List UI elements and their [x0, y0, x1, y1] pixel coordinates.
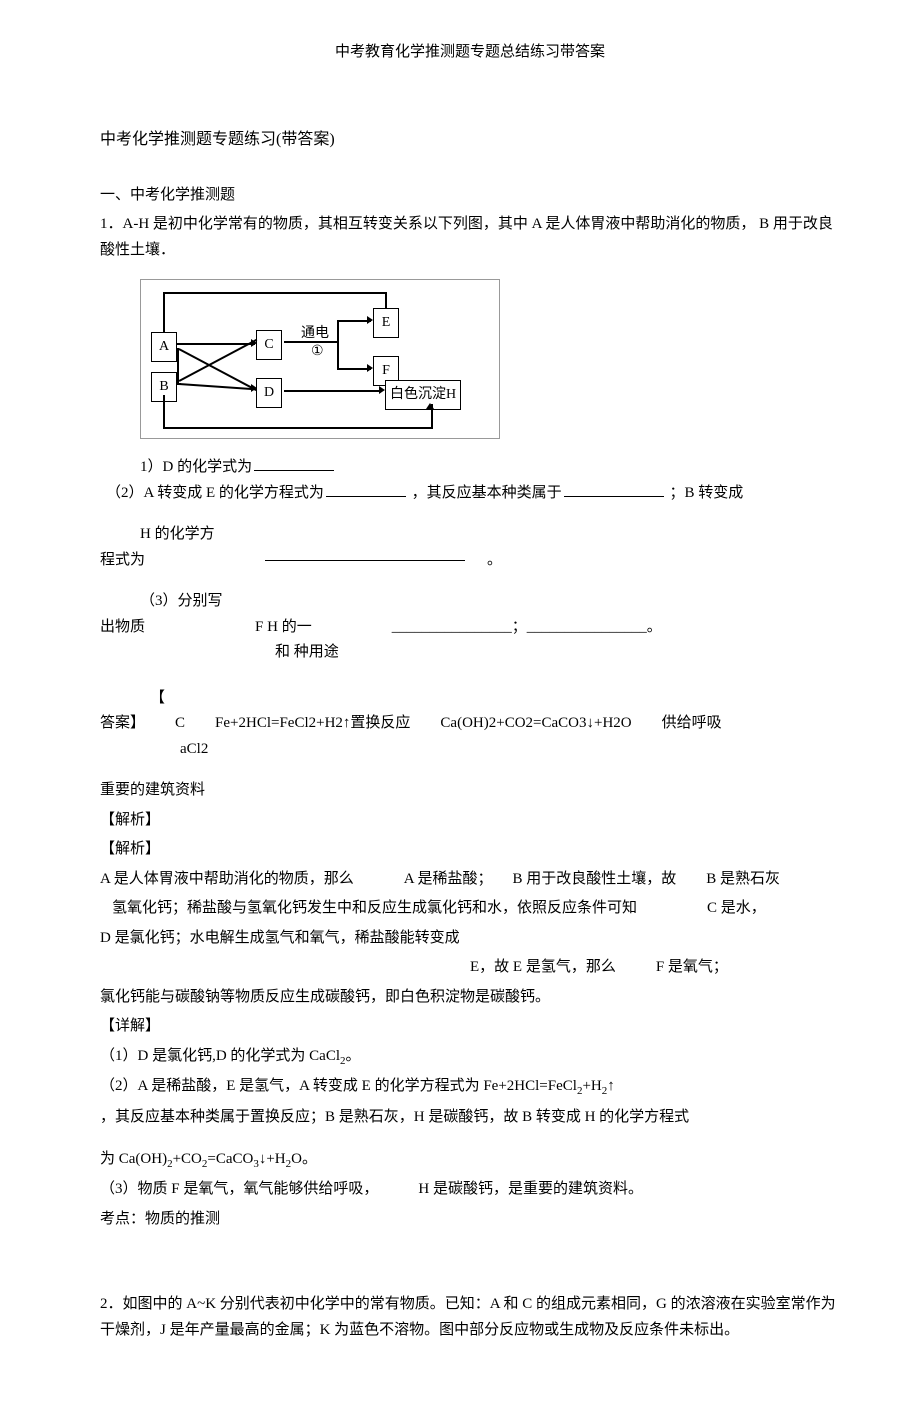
arrow-f [367, 364, 373, 372]
analysis-jx: 【解析】 [100, 808, 840, 834]
section-heading: 一、中考化学推测题 [100, 183, 840, 209]
q1-sub2: （2）A 转变成 E 的化学方程式为 ，其反应基本种类属于 ；B 转变成 [106, 481, 840, 507]
arrow-h [379, 386, 385, 394]
analysis-jx2: 【解析】 [100, 837, 840, 863]
header-text: 中考教育化学推测题专题总结练习带答案 [335, 44, 605, 60]
line-bc-diag [179, 339, 257, 382]
analysis-p3b: E，故 E 是氢气，那么 F 是氧气； [100, 955, 840, 981]
answer-block: 【 答案】 C Fe+2HCl=FeCl2+H2↑置换反应 Ca(OH)2+CO… [100, 686, 840, 763]
arrow-bottom-up [426, 403, 434, 409]
line-ab-v [177, 348, 179, 383]
analysis-d2b: ，其反应基本种类属于置换反应；B 是熟石灰，H 是碳酸钙，故 B 转变成 H 的… [100, 1105, 840, 1131]
blank-1 [254, 470, 334, 471]
line-to-f [337, 368, 371, 370]
q1-sub2-eq-row: 程式为 。 [100, 548, 840, 574]
analysis-p4: 氯化钙能与碳酸钠等物质反应生成碳酸钙，即白色积淀物是碳酸钙。 [100, 985, 840, 1011]
analysis-d2: （2）A 是稀盐酸，E 是氢气，A 转变成 E 的化学方程式为 Fe+2HCl=… [100, 1074, 840, 1101]
analysis-kd: 考点：物质的推测 [100, 1207, 840, 1233]
blank-4 [265, 560, 465, 561]
arrow-circle-label: ① [311, 340, 324, 364]
q1-diagram: A B C D E F 白色沉淀H 通电 ① [140, 279, 500, 439]
analysis-xq: 【详解】 [100, 1014, 840, 1040]
analysis-d1: （1）D 是氯化钙,D 的化学式为 CaCl2。 [100, 1044, 840, 1071]
blank-3 [564, 496, 664, 497]
line-a-up [163, 292, 165, 332]
arrow-e [367, 316, 373, 324]
line-d-h [284, 390, 382, 392]
box-d: D [256, 378, 282, 408]
line-top-down [385, 292, 387, 308]
answer-bracket: 【 [150, 686, 840, 712]
box-c: C [256, 330, 282, 360]
q1-sub2-h: H 的化学方 [140, 522, 840, 548]
line-bottom-h [163, 427, 433, 429]
q1-sub1: 1）D 的化学式为 [140, 455, 840, 481]
line-top-h [163, 292, 387, 294]
analysis-p1: A 是人体胃液中帮助消化的物质，那么 A 是稀盐酸； B 用于改良酸性土壤，故 … [100, 867, 840, 893]
line-split-v [337, 320, 339, 370]
box-e: E [373, 308, 399, 338]
main-title: 中考化学推测题专题练习(带答案) [100, 126, 840, 153]
line-b-down [163, 395, 165, 427]
q1-intro: 1．A‐H 是初中化学常有的物质，其相互转变关系以下列图，其中 A 是人体胃液中… [100, 212, 840, 263]
answer-line-1: 答案】 C Fe+2HCl=FeCl2+H2↑置换反应 Ca(OH)2+CO2=… [100, 711, 840, 737]
answer-line-2: aCl2 [180, 737, 840, 763]
q1-sub3-row2: 和 种用途 [275, 640, 840, 666]
blank-2 [326, 496, 406, 497]
analysis-p2: 氢氧化钙；稀盐酸与氢氧化钙发生中和反应生成氯化钙和水，依照反应条件可知 C 是水… [100, 896, 840, 922]
line-c-right [284, 341, 337, 343]
box-a: A [151, 332, 177, 362]
q2-intro: 2．如图中的 A~K 分别代表初中化学中的常有物质。已知：A 和 C 的组成元素… [100, 1292, 840, 1343]
line-to-e [337, 320, 371, 322]
q1-sub3-row1: 出物质 F H 的一 ________________；____________… [100, 615, 840, 641]
page-header: 中考教育化学推测题专题总结练习带答案 [100, 40, 840, 66]
analysis-d3: （3）物质 F 是氧气，氧气能够供给呼吸， H 是碳酸钙，是重要的建筑资料。 [100, 1177, 840, 1203]
q1-sub3-label: （3）分别写 [140, 589, 840, 615]
analysis-p3: D 是氯化钙；水电解生成氢气和氧气，稀盐酸能转变成 [100, 926, 840, 952]
analysis-block: 重要的建筑资料 【解析】 【解析】 A 是人体胃液中帮助消化的物质，那么 A 是… [100, 778, 840, 1232]
analysis-h1: 重要的建筑资料 [100, 778, 840, 804]
analysis-d2c: 为 Ca(OH)2+CO2=CaCO3↓+H2O。 [100, 1147, 840, 1174]
box-h: 白色沉淀H [385, 380, 461, 410]
